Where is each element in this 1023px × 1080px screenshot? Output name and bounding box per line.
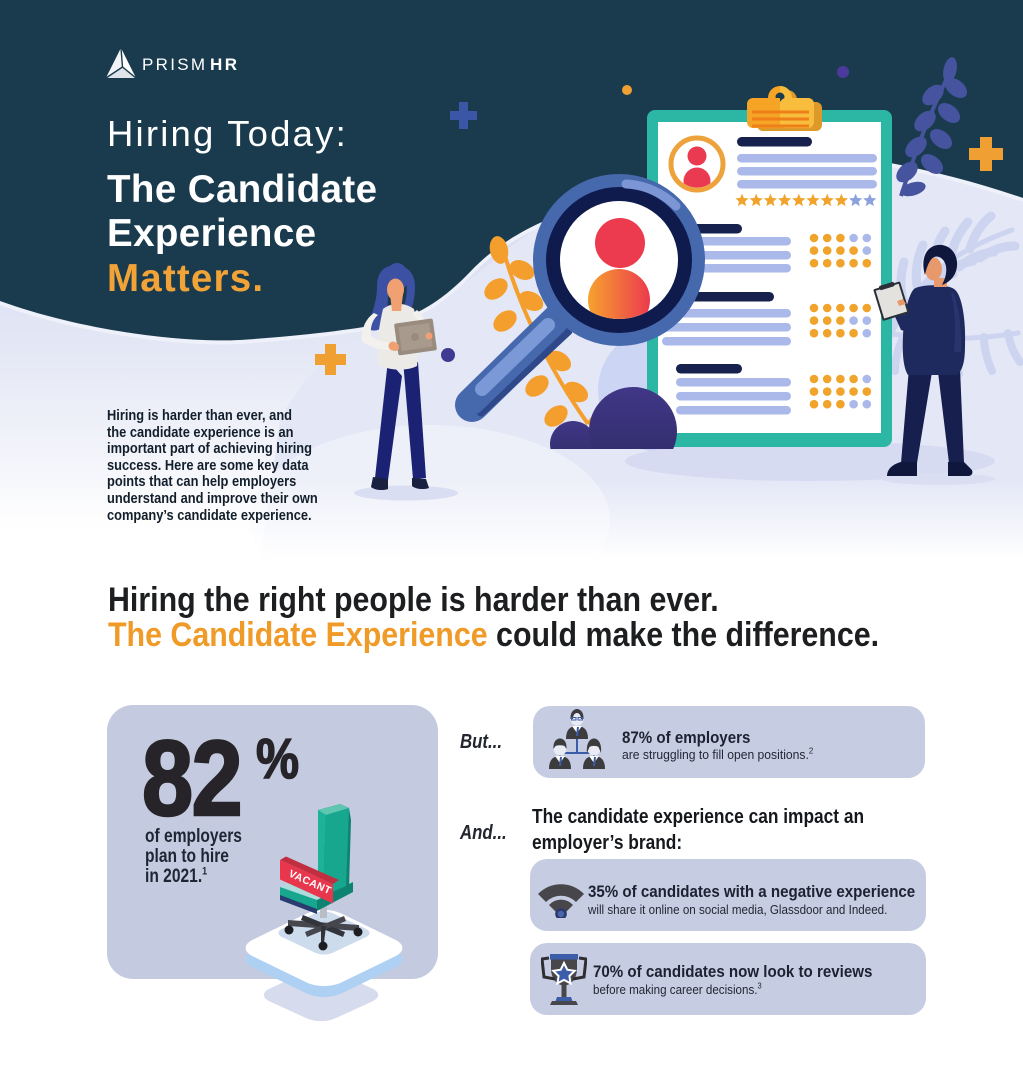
svg-text:HR: HR: [210, 55, 240, 74]
svg-text:PRISM: PRISM: [142, 55, 207, 74]
